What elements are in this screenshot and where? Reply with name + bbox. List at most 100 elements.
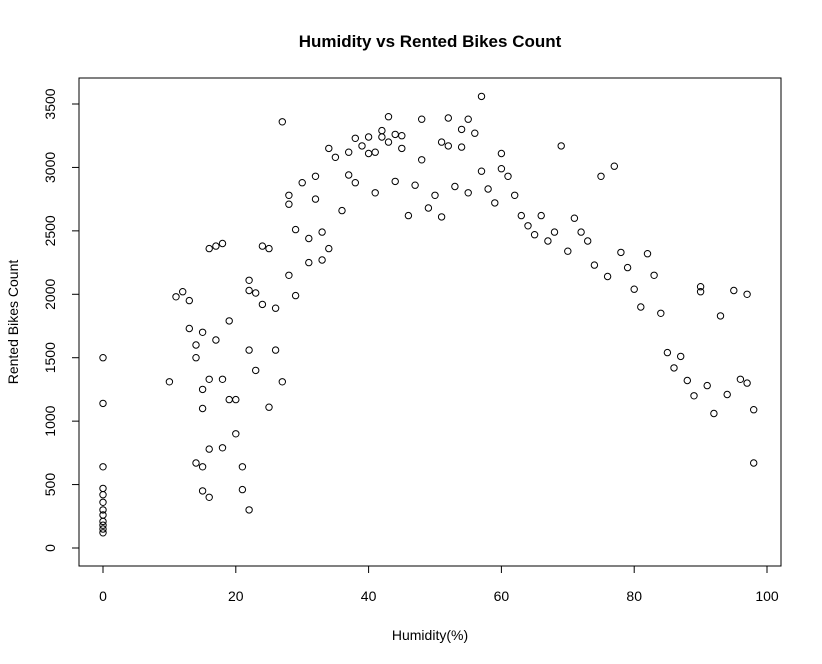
data-point	[305, 234, 313, 243]
data-point	[378, 133, 386, 141]
data-point	[99, 399, 107, 408]
data-point	[657, 309, 665, 317]
data-point	[517, 211, 525, 220]
data-point	[471, 129, 479, 137]
data-point	[696, 283, 705, 291]
data-point	[424, 204, 433, 212]
data-point	[198, 404, 207, 413]
data-point	[331, 153, 340, 162]
data-point	[238, 463, 247, 471]
data-point	[225, 317, 233, 325]
y-axis: 0 500 1000 1500 2000 2500 3000 3500	[42, 88, 79, 552]
y-tick-label: 2500	[42, 215, 58, 246]
data-point	[630, 285, 638, 293]
data-point	[358, 142, 366, 150]
data-point	[165, 378, 174, 386]
data-point	[232, 430, 240, 438]
data-point	[172, 293, 180, 301]
data-point	[218, 375, 227, 383]
data-point	[318, 256, 326, 264]
data-point	[730, 286, 738, 295]
data-point	[736, 375, 745, 383]
data-point	[345, 148, 353, 156]
data-point	[398, 132, 406, 140]
data-point	[245, 276, 253, 284]
data-point	[603, 272, 612, 281]
data-point	[205, 244, 213, 253]
data-point	[716, 312, 725, 320]
data-point	[637, 303, 645, 311]
data-point	[457, 125, 466, 134]
data-point	[371, 148, 379, 156]
data-point	[544, 237, 552, 245]
x-tick-label: 60	[494, 588, 510, 604]
data-point	[285, 200, 293, 208]
data-point	[484, 185, 492, 193]
data-point	[457, 143, 466, 151]
data-point	[271, 304, 280, 312]
data-point	[278, 118, 286, 126]
data-point	[677, 352, 685, 361]
data-point	[99, 511, 107, 519]
plot-frame	[78, 77, 782, 567]
x-axis: 0 20 40 60 80 100	[99, 566, 779, 604]
data-point	[99, 521, 107, 529]
data-point	[643, 250, 652, 258]
data-point	[245, 346, 253, 354]
data-point	[99, 491, 107, 499]
data-point	[99, 517, 107, 526]
data-point	[497, 149, 506, 158]
data-point	[198, 487, 207, 495]
data-point	[690, 392, 698, 400]
x-axis-label: Humidity(%)	[392, 627, 468, 643]
data-point	[212, 242, 220, 250]
data-point	[285, 271, 293, 279]
data-point	[325, 244, 333, 253]
data-point	[185, 296, 194, 305]
data-point	[391, 130, 399, 139]
data-point	[258, 242, 267, 250]
data-point	[703, 381, 711, 390]
data-point	[437, 138, 446, 146]
data-point	[205, 445, 213, 453]
data-point	[530, 231, 539, 239]
data-point	[351, 179, 359, 187]
data-point	[577, 228, 585, 236]
data-point	[298, 179, 306, 187]
data-point	[192, 354, 200, 362]
data-point	[590, 261, 599, 269]
data-point	[371, 189, 379, 197]
data-point	[185, 324, 194, 333]
data-point	[245, 506, 253, 514]
data-point	[252, 289, 260, 297]
y-tick-label: 3000	[42, 152, 58, 183]
data-point	[564, 247, 572, 255]
data-point	[524, 222, 532, 230]
data-point	[291, 225, 300, 234]
y-tick-label: 1500	[42, 342, 58, 373]
data-point	[245, 286, 253, 295]
data-point	[99, 354, 107, 362]
data-point	[723, 390, 731, 399]
data-point	[504, 172, 512, 181]
data-point	[464, 115, 472, 123]
data-point	[584, 237, 592, 245]
data-point	[205, 493, 213, 501]
data-point	[464, 189, 472, 197]
data-point	[497, 165, 506, 173]
data-point	[617, 248, 625, 257]
data-point	[218, 239, 227, 248]
data-point	[384, 113, 393, 121]
data-point	[99, 463, 107, 471]
data-point	[258, 300, 267, 309]
y-tick-label: 3500	[42, 88, 58, 119]
data-point	[597, 172, 605, 181]
data-point	[743, 290, 751, 298]
data-point	[225, 395, 233, 404]
data-point	[338, 206, 346, 215]
data-point	[623, 263, 632, 272]
data-point	[511, 191, 519, 200]
data-point	[710, 409, 718, 418]
data-point	[192, 341, 200, 349]
